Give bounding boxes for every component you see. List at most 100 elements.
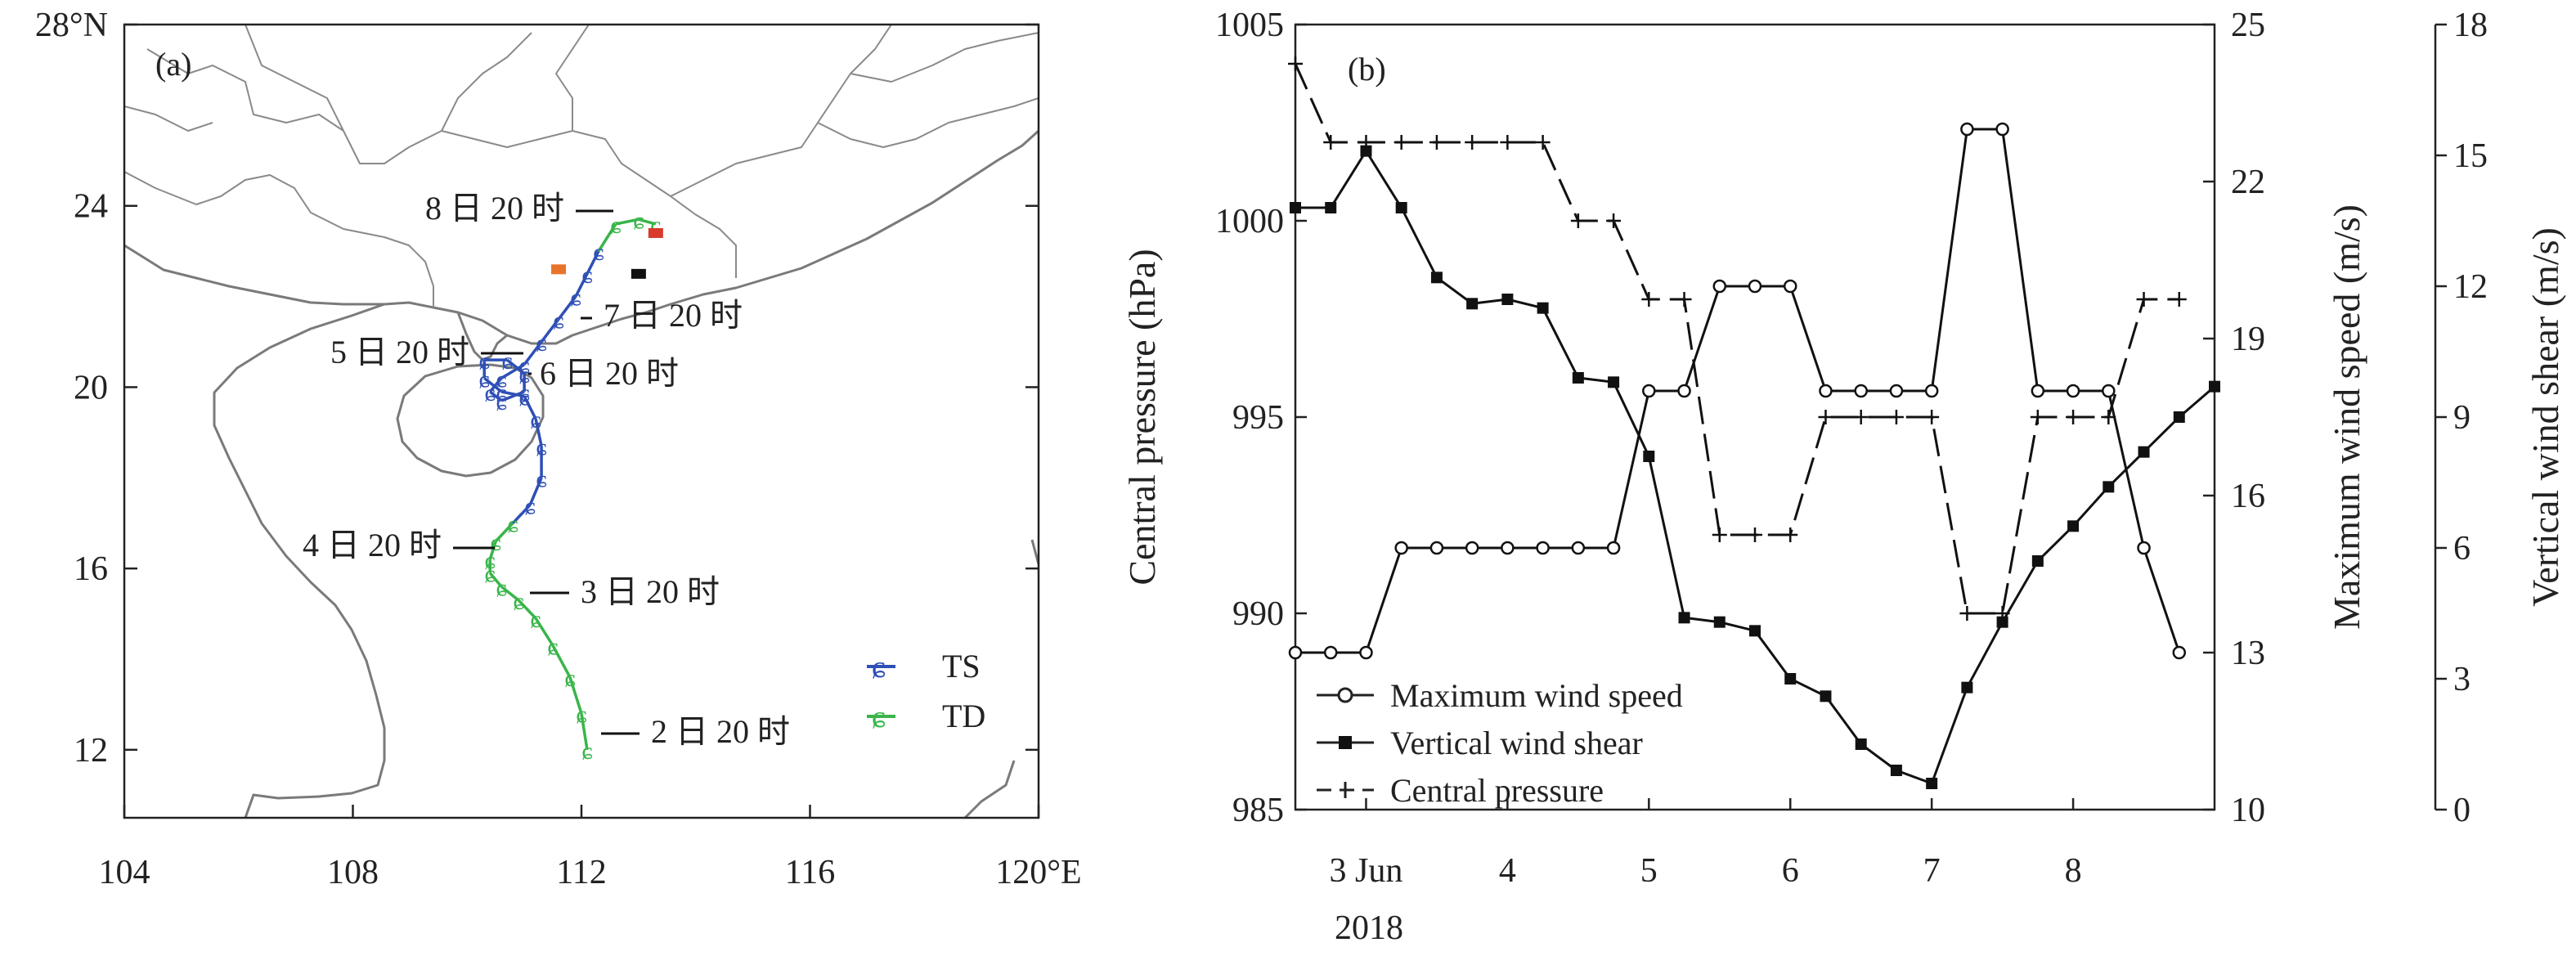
vws-point xyxy=(1784,673,1797,684)
vws-point xyxy=(1360,145,1372,157)
track-point-symbol: ɕ xyxy=(536,465,546,492)
wind-tick-label: 25 xyxy=(2231,7,2265,44)
leizhou-peninsula xyxy=(456,312,508,361)
legend-max-wind: Maximum wind speed xyxy=(1317,677,1683,714)
track-segment xyxy=(557,295,577,321)
vws-point xyxy=(1537,302,1549,314)
station-marker xyxy=(631,268,646,279)
max-wind-point xyxy=(1819,384,1833,398)
max-wind-point xyxy=(1960,122,1974,137)
track-segment xyxy=(568,676,583,715)
track-segment xyxy=(494,522,514,543)
track-segment xyxy=(638,218,657,226)
pressure-tick-label: 1005 xyxy=(1215,7,1284,44)
map-y-tick-label: 24 xyxy=(74,188,108,226)
wind-tick-label: 13 xyxy=(2231,635,2265,672)
vws-point xyxy=(1290,202,1301,213)
shear-tick-label: 9 xyxy=(2453,399,2471,437)
track-time-label: 7 日 20 时 xyxy=(604,297,743,334)
pressure-axis-title: Central pressure (hPa) xyxy=(1121,249,1163,585)
east-coastline xyxy=(963,539,1039,818)
track-point-symbol: ɕ xyxy=(496,379,507,406)
track-segment xyxy=(523,395,537,420)
track-segment xyxy=(488,572,503,588)
vws-point xyxy=(1430,272,1443,284)
track-segment xyxy=(540,318,560,343)
max-wind-point xyxy=(1606,541,1621,555)
map-x-tick-label: 104 xyxy=(99,854,150,891)
vws-point xyxy=(1678,612,1690,624)
track-point-symbol: ɕ xyxy=(513,588,523,615)
wind-tick-label: 22 xyxy=(2231,164,2265,201)
track-point-symbol: ɕ xyxy=(479,348,490,375)
panel-a-label: (a) xyxy=(155,46,191,83)
track-point-symbol: ɕ xyxy=(610,212,621,239)
legend-pressure-label: Central pressure xyxy=(1390,772,1604,809)
track-point-symbol: ɕ xyxy=(553,307,563,334)
track-point-symbol: ɕ xyxy=(518,361,529,388)
map-y-tick-label: 20 xyxy=(74,369,108,406)
max-wind-point xyxy=(1924,384,1939,398)
max-wind-point xyxy=(2066,384,2080,398)
track-point-symbol: ɕ xyxy=(530,406,541,433)
track-point-symbol: ɕ xyxy=(479,366,490,393)
vws-point xyxy=(2067,520,2080,532)
x-year-label: 2018 xyxy=(1335,909,1403,947)
x-tick-label: 4 xyxy=(1499,852,1516,890)
vws-point xyxy=(1996,616,2008,628)
track-point-symbol: ɕ xyxy=(485,561,496,588)
station-markers xyxy=(551,227,663,279)
max-wind-point xyxy=(2172,645,2187,660)
track-segment xyxy=(523,340,543,366)
max-wind-point xyxy=(1536,541,1550,555)
track-segment xyxy=(534,418,543,447)
max-wind-point xyxy=(1359,645,1373,660)
map-y-tick-label: 12 xyxy=(74,732,108,770)
track-segment xyxy=(500,390,525,402)
time-series-legend: Maximum wind speed Vertical wind shear C… xyxy=(1317,677,1683,809)
x-tick-label: 5 xyxy=(1640,852,1658,890)
track-point-symbol: ɕ xyxy=(581,738,592,765)
track-point-symbol: ɕ xyxy=(536,433,546,460)
series-line-central-pressure xyxy=(1294,63,2179,615)
max-wind-point xyxy=(1429,541,1444,555)
vws-point xyxy=(1325,202,1337,213)
track-time-label: 8 日 20 时 xyxy=(425,190,564,227)
pressure-tick-label: 990 xyxy=(1232,595,1284,633)
track-point-symbol: ɕ xyxy=(547,633,558,660)
pressure-tick-label: 1000 xyxy=(1215,203,1284,240)
track-segment xyxy=(488,377,503,393)
max-wind-point xyxy=(1323,645,1338,660)
x-tick-label: 8 xyxy=(2065,852,2082,890)
province-borders xyxy=(124,25,1039,307)
shear-tick-label: 12 xyxy=(2453,268,2488,306)
legend-ts-symbol: ɕ xyxy=(872,650,886,684)
track-segment xyxy=(506,358,526,375)
x-tick-label: 3 Jun xyxy=(1330,852,1403,890)
panel-b-label: (b) xyxy=(1348,51,1386,88)
shear-tick-label: 6 xyxy=(2453,530,2471,568)
x-tick-label: 6 xyxy=(1782,852,1799,890)
map-x-tick-label: 120°E xyxy=(995,854,1081,891)
map-y-tick-label: 28°N xyxy=(35,7,108,44)
track-segment xyxy=(551,644,572,679)
max-wind-point xyxy=(1854,384,1868,398)
map-frame xyxy=(123,23,1040,819)
vws-point xyxy=(1466,298,1479,310)
shear-tick-label: 3 xyxy=(2453,661,2471,698)
pressure-tick-label: 985 xyxy=(1232,792,1284,829)
vws-point xyxy=(1855,738,1867,750)
wind-axis-title: Maximum wind speed (m/s) xyxy=(2326,204,2367,630)
vws-point xyxy=(1890,765,1902,776)
vws-point xyxy=(1608,376,1620,388)
shear-tick-label: 15 xyxy=(2453,137,2488,175)
track-segment xyxy=(597,222,617,253)
max-wind-point xyxy=(1394,541,1408,555)
max-wind-point xyxy=(1501,541,1515,555)
vws-point xyxy=(2103,481,2115,493)
track-segment xyxy=(511,504,532,524)
track-segment xyxy=(488,541,497,560)
